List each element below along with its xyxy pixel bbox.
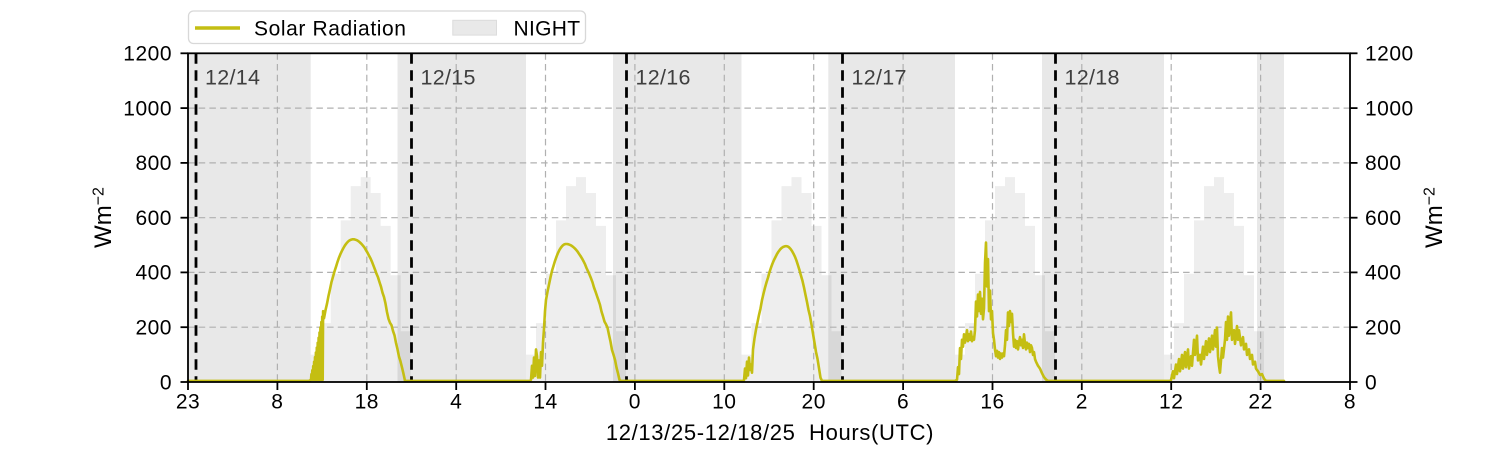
svg-text:10: 10 (712, 391, 736, 414)
svg-text:12/13/25-12/18/25 Hours(UTC): 12/13/25-12/18/25 Hours(UTC) (606, 420, 934, 445)
svg-text:0: 0 (160, 371, 172, 394)
svg-text:400: 400 (135, 262, 172, 285)
svg-text:8: 8 (271, 391, 283, 414)
svg-text:1000: 1000 (1365, 97, 1414, 120)
svg-text:12/15: 12/15 (421, 66, 476, 90)
svg-text:1000: 1000 (123, 97, 172, 120)
svg-text:0: 0 (1365, 371, 1377, 394)
svg-text:800: 800 (135, 152, 172, 175)
svg-text:NIGHT: NIGHT (514, 18, 581, 41)
svg-text:12: 12 (1159, 391, 1183, 414)
svg-text:1200: 1200 (123, 43, 172, 66)
svg-text:4: 4 (450, 391, 462, 414)
svg-text:20: 20 (802, 391, 826, 414)
svg-text:Solar Radiation: Solar Radiation (254, 18, 407, 41)
svg-text:400: 400 (1365, 262, 1402, 285)
svg-text:22: 22 (1248, 391, 1272, 414)
svg-text:6: 6 (897, 391, 909, 414)
svg-text:12/16: 12/16 (636, 66, 691, 90)
svg-text:800: 800 (1365, 152, 1402, 175)
svg-text:12/17: 12/17 (852, 66, 907, 90)
svg-text:600: 600 (1365, 207, 1402, 230)
svg-text:12/14: 12/14 (205, 66, 260, 90)
svg-text:200: 200 (135, 317, 172, 340)
svg-text:2: 2 (1076, 391, 1088, 414)
svg-text:23: 23 (176, 391, 200, 414)
svg-text:18: 18 (355, 391, 379, 414)
svg-text:14: 14 (533, 391, 557, 414)
svg-text:600: 600 (135, 207, 172, 230)
svg-text:200: 200 (1365, 317, 1402, 340)
svg-text:16: 16 (980, 391, 1004, 414)
svg-text:0: 0 (629, 391, 641, 414)
svg-text:12/18: 12/18 (1065, 66, 1120, 90)
svg-text:1200: 1200 (1365, 43, 1414, 66)
svg-text:8: 8 (1344, 391, 1356, 414)
